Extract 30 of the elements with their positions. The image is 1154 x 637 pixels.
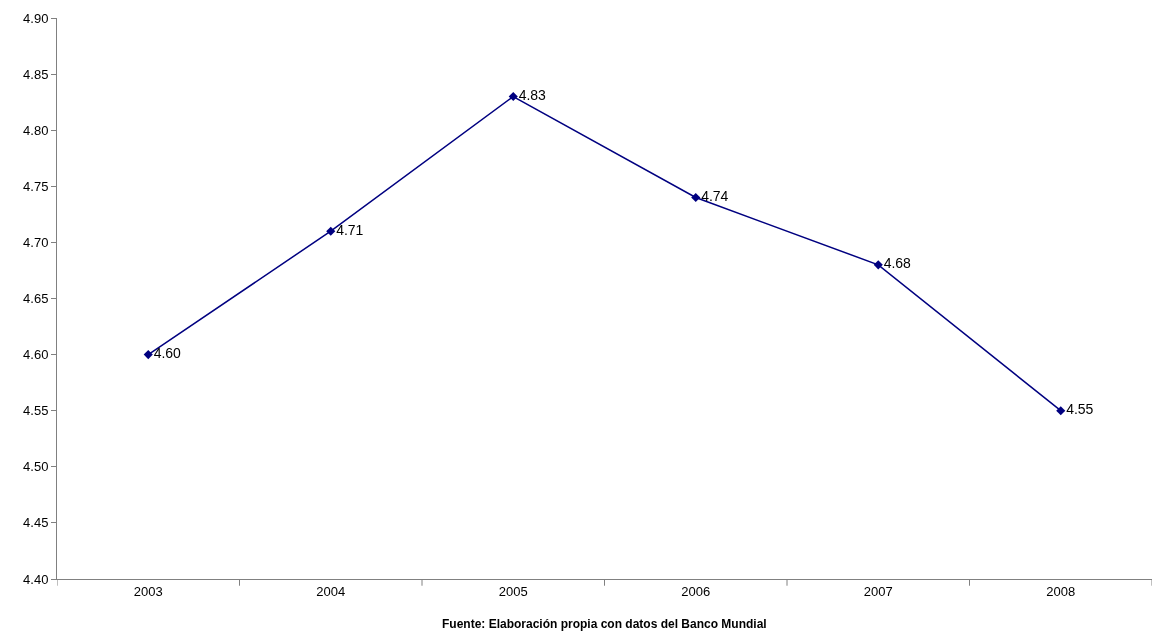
y-tick-label: 4.60	[23, 347, 49, 363]
source-note: Fuente: Elaboración propia con datos del Banco Mundial	[442, 617, 767, 631]
x-tick-label: 2005	[498, 583, 528, 599]
data-label: 4.74	[701, 188, 729, 205]
data-label: 4.60	[153, 345, 182, 362]
data-label: 4.55	[1066, 401, 1094, 418]
x-tick-label: 2003	[133, 583, 163, 599]
y-tick-label: 4.45	[23, 515, 49, 531]
point	[143, 350, 153, 360]
data-label: 4.83	[518, 87, 547, 104]
y-tick-label: 4.40	[23, 571, 49, 587]
point	[873, 260, 883, 270]
data-label: 4.71	[336, 221, 364, 238]
y-tick-label: 4.85	[23, 66, 49, 82]
y-tick-label: 4.70	[23, 234, 49, 250]
x-tick-label: 2008	[1046, 583, 1076, 599]
y-tick-label: 4.50	[23, 459, 49, 475]
y-tick-label: 4.90	[23, 10, 49, 26]
y-tick-label: 4.80	[23, 122, 49, 138]
data-label: 4.68	[883, 255, 912, 272]
y-tick-label: 4.55	[23, 403, 49, 419]
x-tick-label: 2004	[316, 583, 346, 599]
y-tick-label: 4.75	[23, 178, 49, 194]
point	[508, 91, 518, 102]
point	[1056, 406, 1066, 416]
point	[691, 192, 701, 203]
y-tick-label: 4.65	[23, 291, 49, 307]
x-tick-label: 2006	[681, 583, 711, 599]
point	[326, 226, 336, 236]
x-tick-label: 2007	[863, 583, 893, 599]
